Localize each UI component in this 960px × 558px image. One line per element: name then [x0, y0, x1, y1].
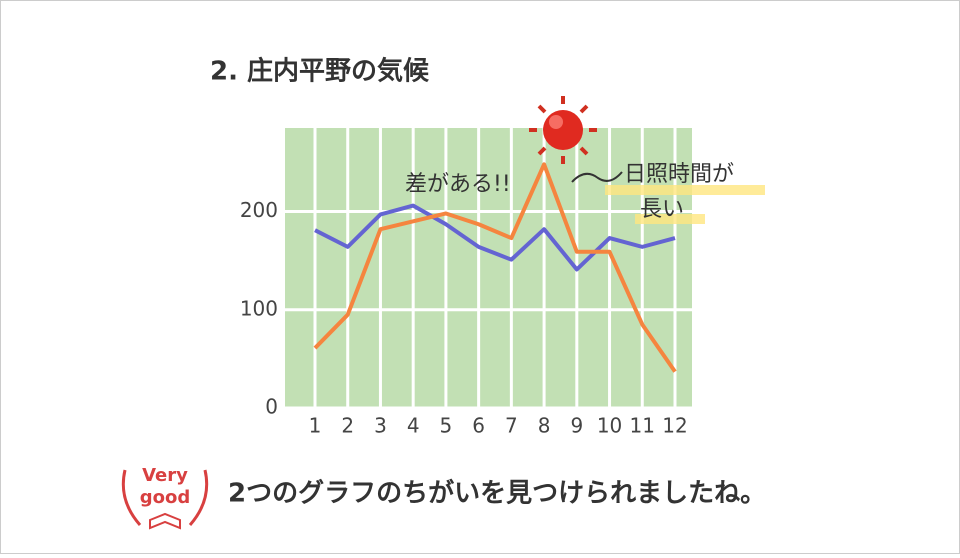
squiggle [571, 171, 623, 183]
series-line [313, 162, 677, 373]
sun-icon [529, 96, 597, 164]
stamp-text: Very [142, 465, 188, 486]
x-tick-label: 7 [505, 414, 518, 438]
y-tick-label: 200 [240, 198, 278, 222]
stamp-text: good [140, 487, 191, 508]
series-line [314, 203, 676, 272]
annotation: 長い [640, 197, 684, 222]
y-tick-label: 100 [240, 296, 278, 320]
grid [285, 128, 692, 410]
x-tick-label: 9 [570, 414, 583, 438]
highlight [605, 185, 765, 195]
highlight [635, 214, 705, 224]
stamp: Very good [121, 465, 209, 530]
x-tick-label: 8 [538, 414, 551, 438]
x-tick-label: 6 [472, 414, 485, 438]
annotation: 差がある!! [405, 172, 511, 197]
x-tick-label: 10 [597, 414, 622, 438]
x-tick-label: 12 [662, 414, 687, 438]
annotation: 日照時間が [624, 162, 734, 187]
x-tick-label: 4 [407, 414, 420, 438]
x-tick-label: 3 [374, 414, 387, 438]
message: 2つのグラフのちがいを見つけられましたね。 [228, 478, 766, 509]
x-tick-label: 1 [309, 414, 322, 438]
plot-area [285, 128, 692, 408]
x-tick-label: 5 [440, 414, 453, 438]
y-tick-label: 0 [265, 395, 278, 419]
x-tick-label: 2 [341, 414, 354, 438]
lines [313, 162, 677, 373]
chart-title: 2. 庄内平野の気候 [210, 56, 430, 87]
x-tick-label: 11 [630, 414, 655, 438]
